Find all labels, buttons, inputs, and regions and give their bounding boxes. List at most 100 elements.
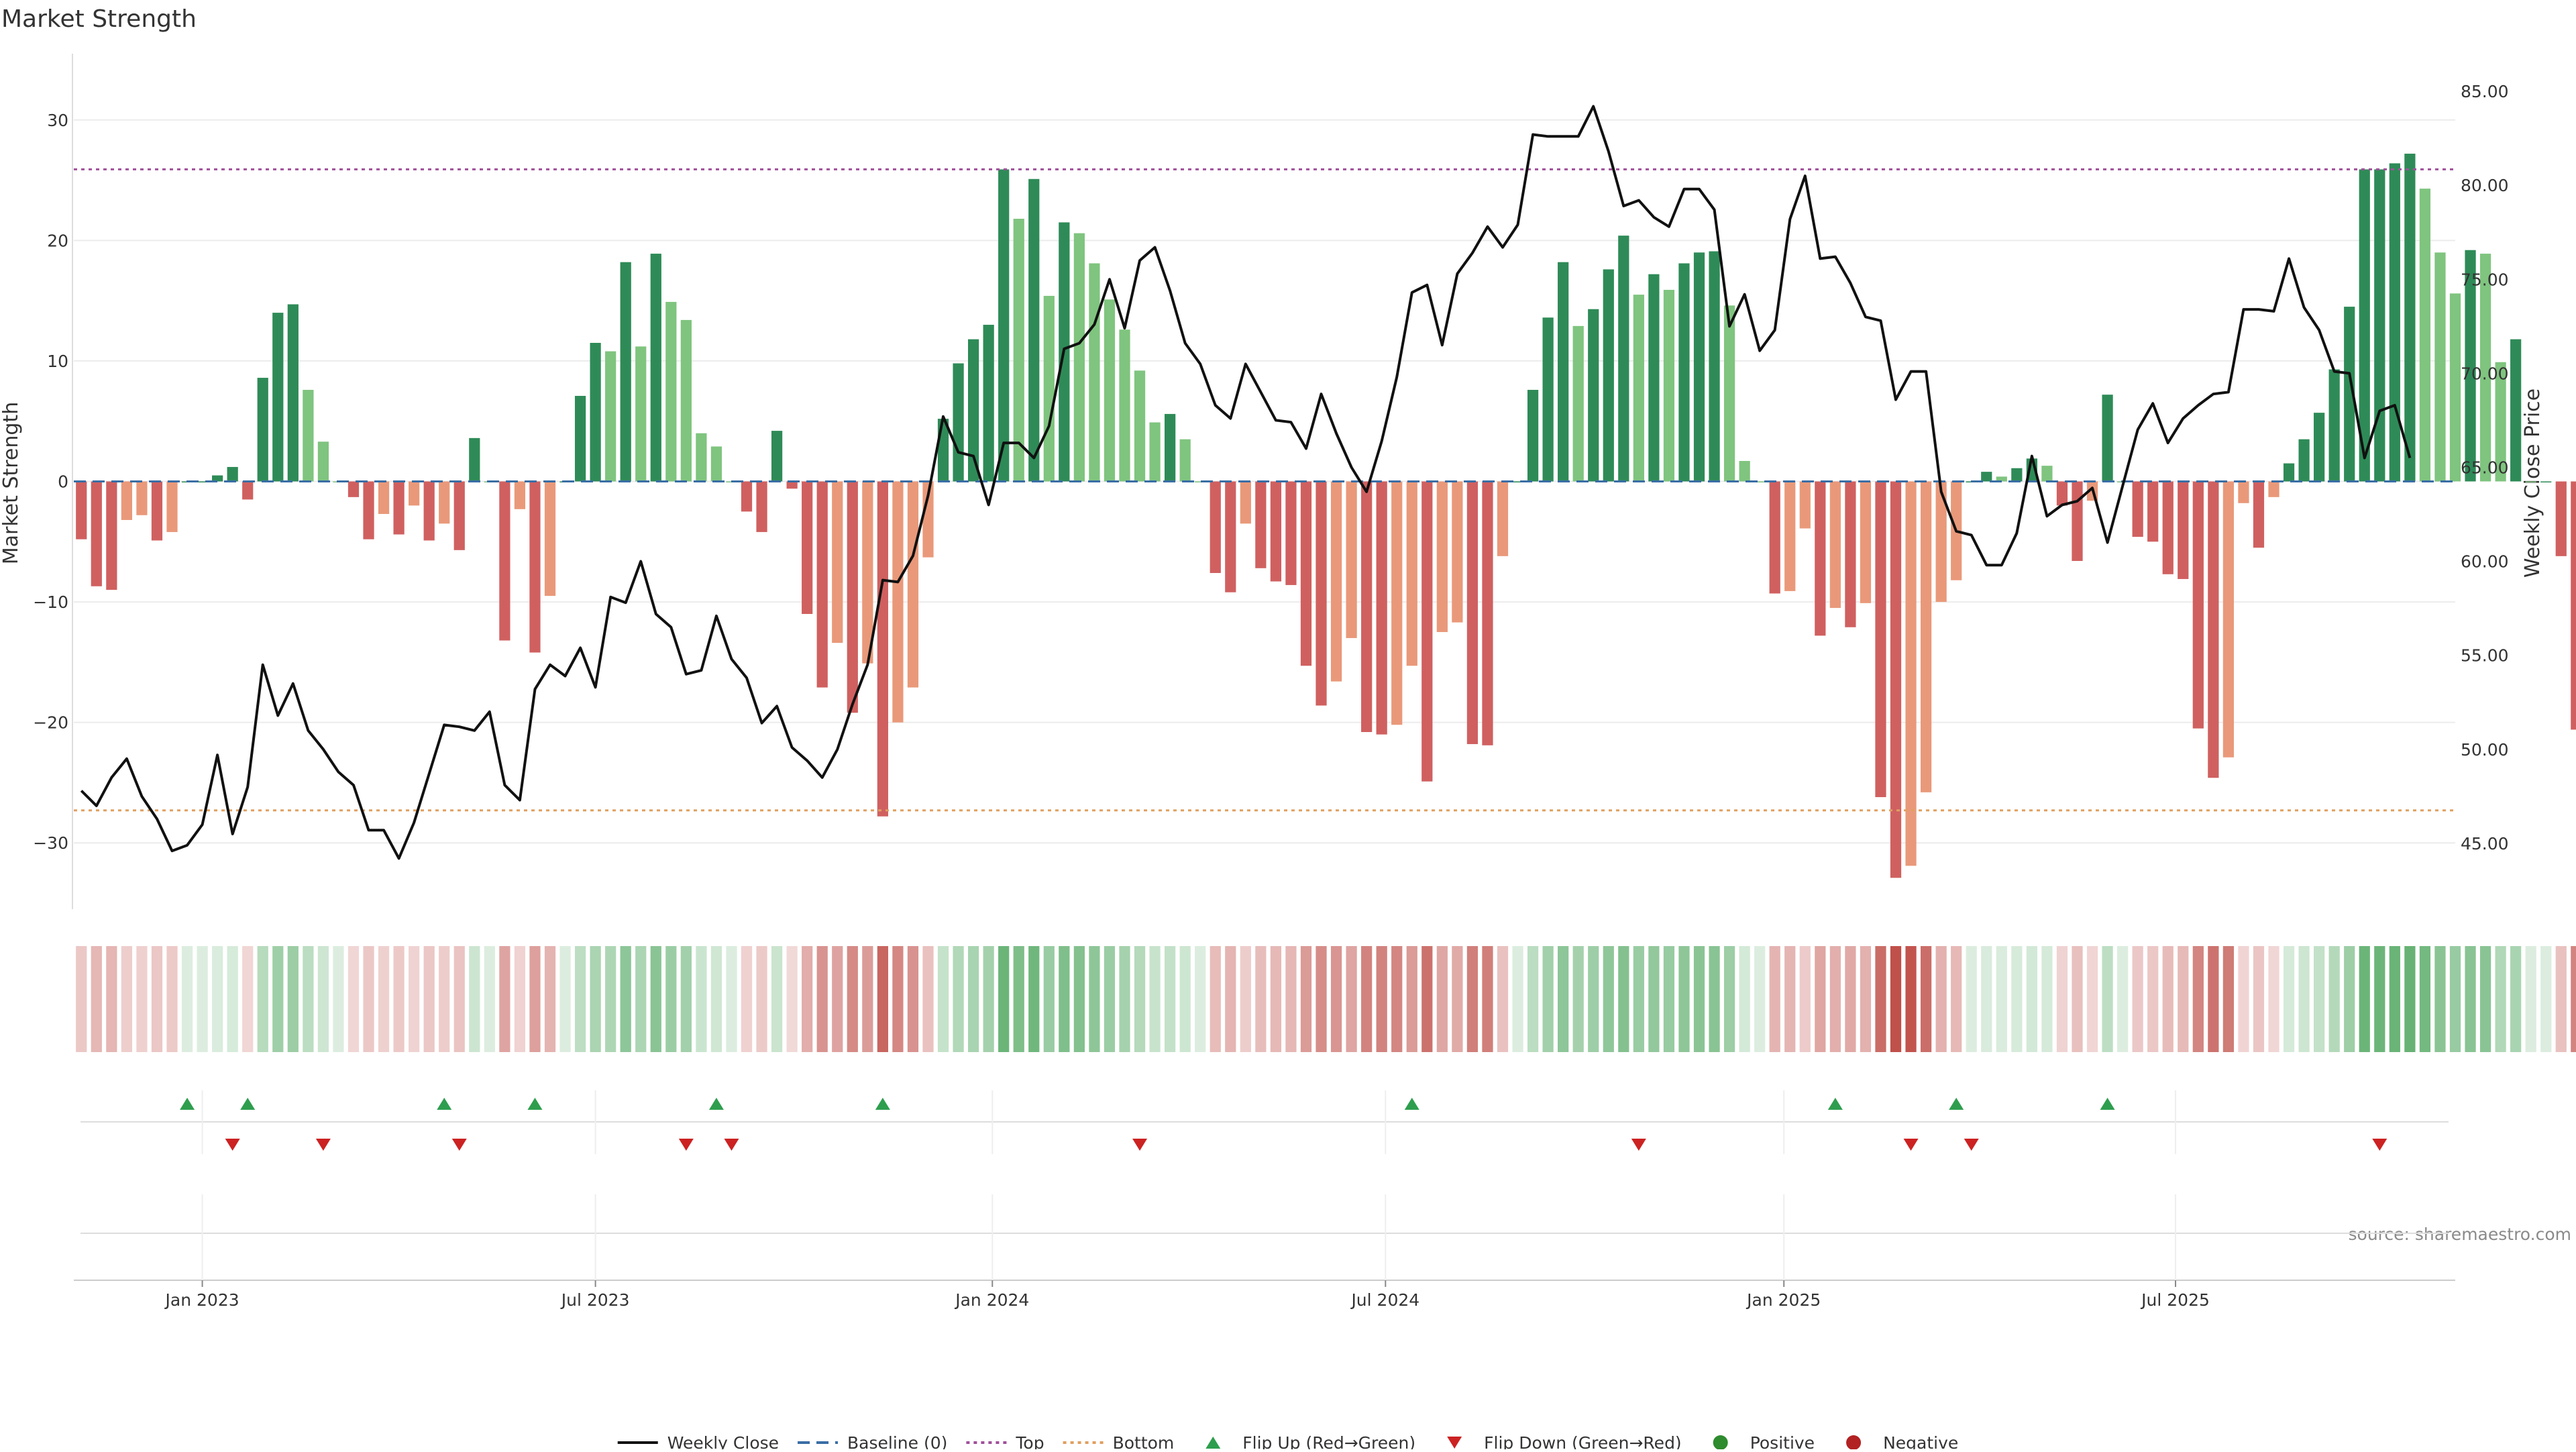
strength-bar xyxy=(76,481,87,539)
heat-cell xyxy=(2419,946,2431,1052)
heat-cell xyxy=(2117,946,2129,1052)
strength-bar xyxy=(2314,413,2325,482)
strength-bar xyxy=(2510,339,2522,482)
heat-cell xyxy=(2086,946,2098,1052)
flip-down-marker xyxy=(451,1139,467,1151)
y-tick-label: 0 xyxy=(58,472,68,492)
legend-label: Flip Down (Green→Red) xyxy=(1484,1433,1682,1449)
heat-cell xyxy=(1255,946,1267,1052)
strength-bar xyxy=(1633,295,1644,482)
strength-bar xyxy=(453,481,465,550)
strength-bar xyxy=(1285,481,1297,585)
flip-down-marker xyxy=(1631,1139,1646,1151)
y2-tick-label: 45.00 xyxy=(2461,834,2509,853)
heat-cell xyxy=(1059,946,1070,1052)
strength-bar xyxy=(1482,481,1493,745)
heat-cell xyxy=(2011,946,2023,1052)
strength-bar xyxy=(665,301,677,482)
heat-cell xyxy=(76,946,87,1052)
heat-cell xyxy=(1210,946,1221,1052)
heat-cell xyxy=(2510,946,2522,1052)
heat-cell xyxy=(665,946,677,1052)
strength-bar xyxy=(2283,463,2295,482)
heat-cell xyxy=(151,946,163,1052)
heat-cell xyxy=(1709,946,1720,1052)
heat-cell xyxy=(242,946,254,1052)
x-tick-label: Jan 2024 xyxy=(954,1290,1029,1310)
strength-bar xyxy=(1618,236,1629,482)
heat-cell xyxy=(998,946,1010,1052)
heat-cell xyxy=(2434,946,2446,1052)
strength-bar xyxy=(2253,481,2265,548)
flip-down-marker xyxy=(1964,1139,1979,1151)
heat-cell xyxy=(514,946,526,1052)
strength-bar xyxy=(650,254,661,482)
strength-bar xyxy=(1452,481,1463,623)
heat-cell xyxy=(1754,946,1766,1052)
strength-bar xyxy=(1346,481,1357,638)
heat-cell xyxy=(877,946,888,1052)
heat-cell xyxy=(347,946,360,1052)
heat-cell xyxy=(212,946,223,1052)
strength-bar xyxy=(1361,481,1373,733)
strength-bar xyxy=(1723,305,1735,482)
strength-bar xyxy=(499,481,511,641)
heat-cell xyxy=(2222,946,2235,1052)
heat-cell xyxy=(1149,946,1161,1052)
heat-cell xyxy=(1043,946,1055,1052)
heat-cell xyxy=(1996,946,2007,1052)
strength-bar xyxy=(1512,481,1523,482)
strength-bar xyxy=(953,363,964,482)
heat-cell xyxy=(1436,946,1448,1052)
strength-bar xyxy=(1905,481,1917,866)
heat-cell xyxy=(1013,946,1024,1052)
heat-cell xyxy=(1633,946,1644,1052)
strength-bar xyxy=(2525,481,2536,482)
heat-cell xyxy=(1119,946,1130,1052)
strength-bar xyxy=(756,481,767,532)
flip-up-marker xyxy=(180,1098,195,1110)
heat-cell xyxy=(2178,946,2189,1052)
heat-cell xyxy=(1603,946,1614,1052)
strength-bar xyxy=(409,481,420,506)
heat-cell xyxy=(710,946,722,1052)
strength-bar xyxy=(1089,263,1100,482)
legend-label: Top xyxy=(1015,1433,1044,1449)
flip-up-marker xyxy=(527,1098,543,1110)
heat-cell xyxy=(1376,946,1387,1052)
legend-icon-triangle-up xyxy=(1205,1437,1221,1449)
heat-cell xyxy=(1558,946,1569,1052)
heat-cell xyxy=(771,946,783,1052)
strength-bar xyxy=(922,481,934,558)
strength-bar xyxy=(1149,422,1161,482)
heat-cell xyxy=(363,946,374,1052)
heat-cell xyxy=(1905,946,1917,1052)
strength-bar xyxy=(1316,481,1327,706)
heat-cell xyxy=(1860,946,1872,1052)
y-tick-label: −10 xyxy=(33,592,68,612)
flip-down-marker xyxy=(315,1139,331,1151)
strength-bar xyxy=(1739,460,1750,482)
strength-bar xyxy=(710,446,722,482)
strength-bar xyxy=(967,339,979,482)
heat-cell xyxy=(1951,946,1962,1052)
strength-bar xyxy=(847,481,858,713)
strength-bar xyxy=(1663,289,1675,482)
strength-bar xyxy=(1391,481,1403,725)
strength-bar xyxy=(227,466,238,482)
heat-cell xyxy=(2389,946,2400,1052)
strength-bar xyxy=(2208,481,2219,778)
strength-bar xyxy=(242,481,254,500)
strength-bar xyxy=(1134,370,1146,482)
heat-cell xyxy=(1966,946,1977,1052)
strength-bar xyxy=(2178,481,2189,579)
heat-cell xyxy=(1466,946,1479,1052)
legend-label: Flip Up (Red→Green) xyxy=(1242,1433,1415,1449)
heat-cell xyxy=(2404,946,2416,1052)
strength-bar xyxy=(2571,481,2576,730)
legend-icon-dot xyxy=(1846,1435,1862,1450)
strength-bar xyxy=(1890,481,1902,878)
heat-cell xyxy=(1089,946,1100,1052)
flip-down-marker xyxy=(2372,1139,2387,1151)
heat-cell xyxy=(937,946,949,1052)
